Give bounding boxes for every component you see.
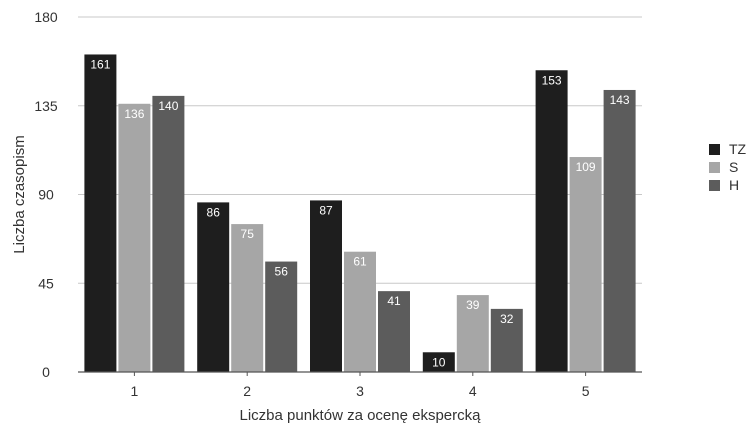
bar: [535, 70, 568, 372]
legend-swatch: [709, 144, 720, 155]
bar: [310, 200, 342, 372]
x-tick-label: 2: [243, 383, 251, 399]
bar-value-label: 140: [158, 99, 178, 113]
legend-label: S: [729, 159, 738, 175]
x-tick-label: 1: [131, 383, 139, 399]
bar: [265, 261, 298, 372]
bar-value-label: 86: [207, 205, 221, 219]
bar: [456, 295, 489, 372]
y-tick-label: 0: [42, 364, 50, 380]
bar: [569, 157, 602, 372]
bar: [118, 103, 151, 373]
legend: TZ SH: [709, 141, 747, 193]
x-tick-label: 4: [469, 383, 477, 399]
bar-value-label: 61: [353, 255, 367, 269]
bar: [344, 251, 376, 372]
bar-value-label: 109: [576, 160, 596, 174]
legend-label: TZ: [729, 141, 747, 157]
bars: 161 136 140 86 75 56 87 61 41 10 39 32 153 109 143: [84, 54, 636, 373]
legend-label: H: [729, 177, 739, 193]
bar-value-label: 32: [500, 312, 514, 326]
bar-value-label: 41: [387, 294, 401, 308]
x-tick-label: 3: [356, 383, 364, 399]
bar-value-label: 153: [542, 73, 562, 87]
bar: [490, 308, 523, 372]
y-axis-ticks: 0 45 90 135 180: [34, 9, 58, 380]
y-tick-label: 45: [38, 275, 54, 291]
x-axis-ticks: 1 2 3 4 5: [131, 372, 590, 399]
y-tick-label: 135: [34, 98, 58, 114]
bar-value-label: 39: [466, 298, 480, 312]
x-tick-label: 5: [582, 383, 590, 399]
bar: [152, 95, 185, 372]
x-axis-title: Liczba punktów za ocenę ekspercką: [240, 407, 482, 424]
y-axis-title: Liczba czasopism: [11, 135, 28, 253]
bar: [378, 291, 410, 372]
legend-swatch: [709, 180, 720, 191]
y-tick-label: 180: [34, 9, 58, 25]
bar-value-label: 75: [241, 227, 255, 241]
bar-value-label: 143: [610, 93, 630, 107]
bar: [231, 224, 264, 372]
bar-value-label: 56: [275, 265, 289, 279]
bar: [84, 54, 117, 372]
bar: [197, 202, 230, 372]
bar-value-label: 10: [432, 355, 446, 369]
bar: [422, 352, 455, 372]
bar-value-label: 161: [90, 57, 110, 71]
legend-swatch: [709, 162, 720, 173]
bar: [603, 89, 636, 372]
y-tick-label: 90: [38, 187, 54, 203]
bar-value-label: 136: [124, 107, 144, 121]
bar-value-label: 87: [319, 203, 333, 217]
